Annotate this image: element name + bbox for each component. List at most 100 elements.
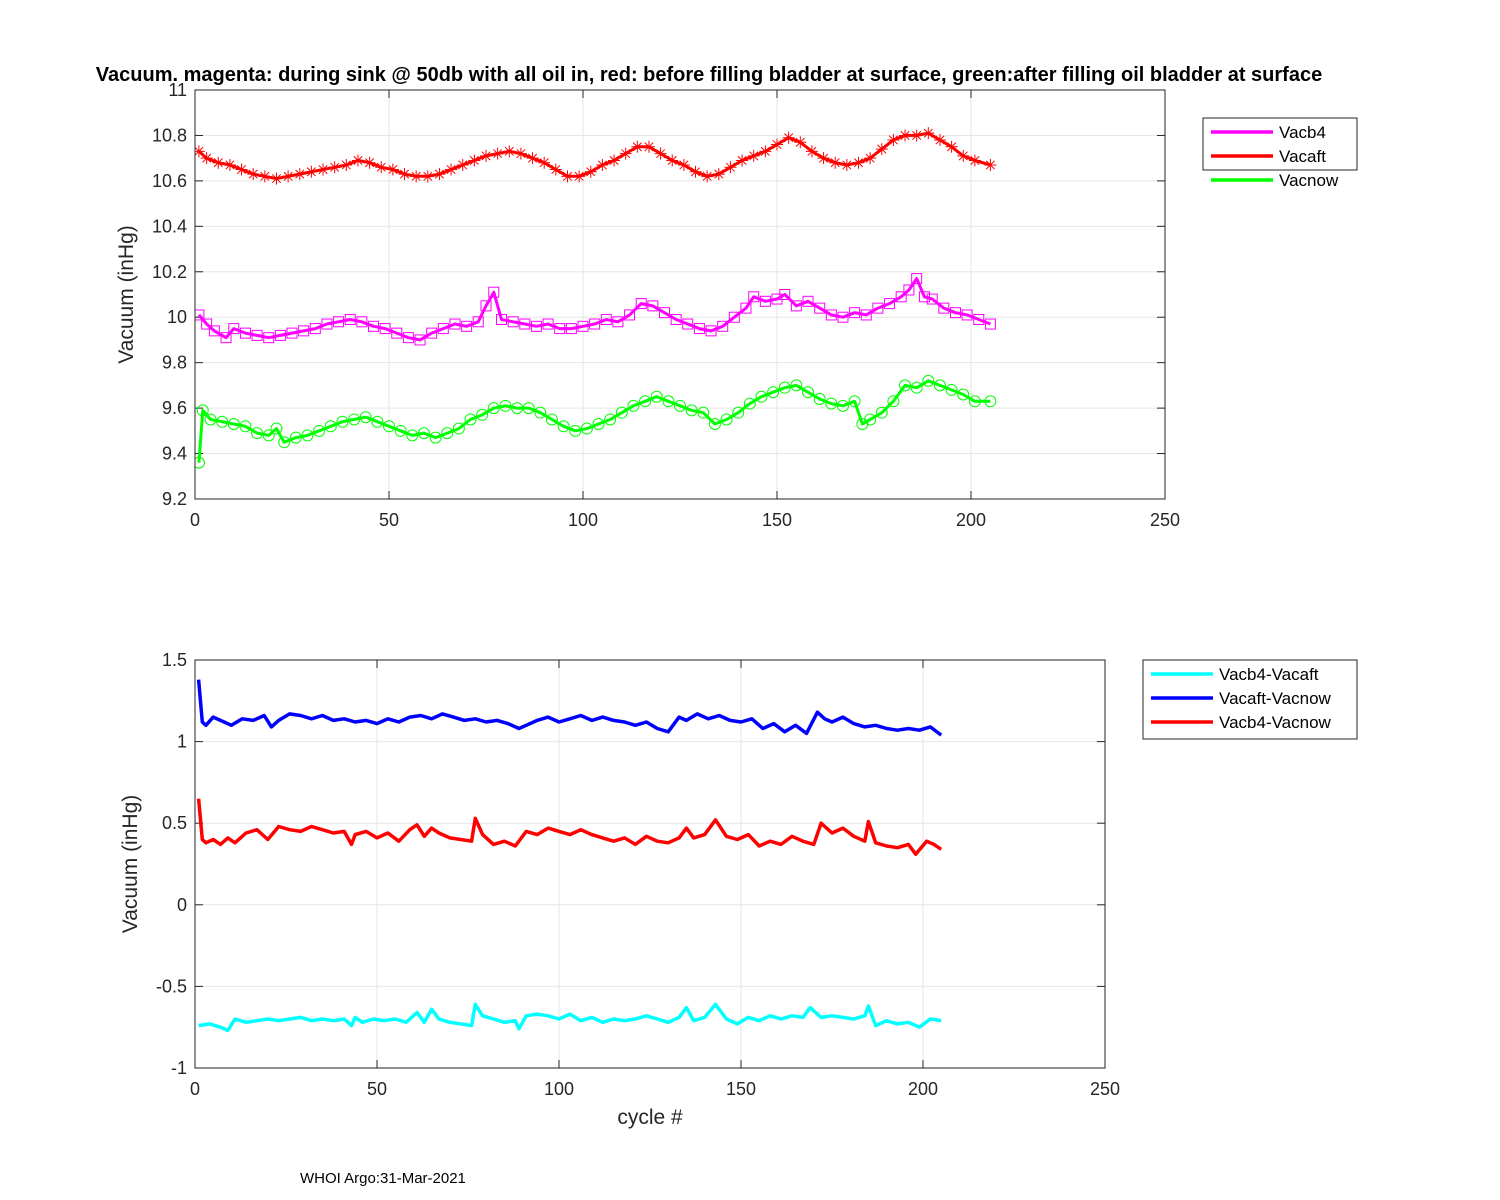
data-point — [239, 327, 251, 339]
data-point — [391, 327, 403, 339]
data-point — [872, 302, 884, 314]
data-point — [864, 413, 877, 426]
data-point — [732, 406, 745, 419]
footer-credit: WHOI Argo:31-Mar-2021 — [300, 1170, 466, 1187]
data-point — [717, 320, 729, 332]
data-point — [201, 318, 213, 330]
data-point — [301, 429, 314, 442]
data-point — [375, 161, 388, 174]
data-point — [398, 168, 411, 181]
y-tick-label: 10.4 — [152, 216, 187, 236]
data-point — [697, 406, 710, 419]
data-point — [666, 154, 679, 167]
data-point — [496, 313, 508, 325]
data-point — [782, 131, 795, 144]
data-point — [456, 158, 469, 171]
data-point — [778, 381, 791, 394]
data-point — [922, 127, 935, 140]
data-point — [848, 395, 861, 408]
data-point — [324, 420, 337, 433]
data-point — [262, 429, 275, 442]
data-point — [239, 420, 252, 433]
data-point — [220, 332, 232, 344]
data-point — [825, 397, 838, 410]
data-point — [724, 161, 737, 174]
y-tick-label: 1 — [177, 732, 187, 752]
data-point — [840, 158, 853, 171]
data-point — [263, 332, 275, 344]
data-point — [837, 311, 849, 323]
data-point — [945, 140, 958, 153]
data-point — [542, 318, 554, 330]
data-point — [759, 295, 771, 307]
data-point — [627, 399, 640, 412]
data-point — [689, 165, 702, 178]
data-point — [922, 374, 935, 387]
x-tick-label: 0 — [190, 1079, 200, 1099]
data-point — [918, 291, 930, 303]
data-point — [911, 273, 923, 285]
data-point — [984, 158, 997, 171]
data-point — [247, 168, 260, 181]
data-point — [503, 145, 516, 158]
y-tick-label: 11 — [168, 80, 187, 100]
x-tick-label: 200 — [956, 510, 986, 530]
data-point — [538, 156, 551, 169]
data-point — [933, 133, 946, 146]
data-point — [945, 383, 958, 396]
data-point — [530, 320, 542, 332]
axes-box — [194, 659, 1106, 1069]
data-point — [748, 291, 760, 303]
y-tick-label: 9.6 — [162, 398, 187, 418]
plot-area — [195, 90, 1165, 499]
data-point — [615, 406, 628, 419]
data-point — [705, 325, 717, 337]
data-point — [805, 145, 818, 158]
data-point — [228, 323, 240, 335]
series-vacb4-vacnow — [196, 798, 943, 856]
series-line — [198, 1002, 942, 1033]
data-point — [507, 316, 519, 328]
data-point — [573, 170, 586, 183]
y-tick-label: 10 — [167, 307, 187, 327]
data-point — [938, 302, 950, 314]
data-point — [654, 147, 667, 160]
data-point — [957, 388, 970, 401]
x-tick-label: 100 — [568, 510, 598, 530]
y-tick-label: 10.6 — [152, 171, 187, 191]
data-point — [794, 136, 807, 149]
data-point — [682, 318, 694, 330]
data-point — [949, 307, 961, 319]
data-point — [604, 413, 617, 426]
data-point — [569, 424, 582, 437]
data-point — [712, 168, 725, 181]
data-point — [592, 418, 605, 431]
data-point — [251, 329, 263, 341]
data-point — [619, 147, 632, 160]
data-point — [577, 320, 589, 332]
data-point — [227, 418, 240, 431]
y-tick-label: -0.5 — [156, 976, 187, 996]
data-point — [278, 436, 291, 449]
data-point — [195, 309, 205, 321]
x-tick-label: 250 — [1090, 1079, 1120, 1099]
data-point — [662, 395, 675, 408]
data-point — [813, 393, 826, 406]
data-point — [406, 429, 419, 442]
series-line — [196, 798, 943, 856]
data-point — [293, 168, 306, 181]
data-point — [421, 170, 434, 183]
data-point — [549, 163, 562, 176]
data-point — [802, 295, 814, 307]
data-point — [348, 413, 361, 426]
data-point — [825, 309, 837, 321]
series-vacb4 — [195, 273, 996, 346]
data-point — [584, 165, 597, 178]
data-point — [973, 313, 985, 325]
data-point — [957, 149, 970, 162]
data-point — [452, 422, 465, 435]
data-point — [875, 406, 888, 419]
data-point — [402, 332, 414, 344]
data-point — [472, 316, 484, 328]
y-tick-label: 0.5 — [162, 813, 187, 833]
